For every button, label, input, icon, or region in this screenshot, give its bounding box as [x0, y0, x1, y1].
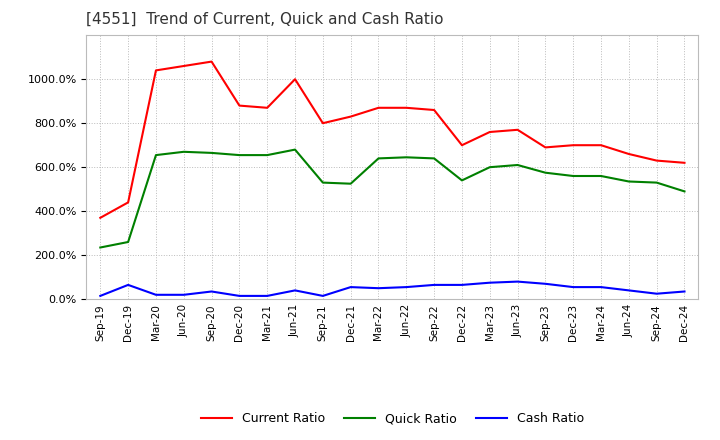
Cash Ratio — [152, 292, 161, 297]
Cash Ratio — [374, 286, 383, 291]
Current Ratio — [263, 105, 271, 110]
Current Ratio — [430, 107, 438, 113]
Cash Ratio — [569, 285, 577, 290]
Cash Ratio — [263, 293, 271, 299]
Quick Ratio — [152, 152, 161, 158]
Quick Ratio — [374, 156, 383, 161]
Cash Ratio — [235, 293, 243, 299]
Current Ratio — [402, 105, 410, 110]
Current Ratio — [291, 77, 300, 82]
Current Ratio — [124, 200, 132, 205]
Cash Ratio — [402, 285, 410, 290]
Quick Ratio — [96, 245, 104, 250]
Current Ratio — [318, 121, 327, 126]
Current Ratio — [597, 143, 606, 148]
Quick Ratio — [513, 162, 522, 168]
Quick Ratio — [541, 170, 550, 175]
Quick Ratio — [318, 180, 327, 185]
Line: Cash Ratio: Cash Ratio — [100, 282, 685, 296]
Current Ratio — [96, 215, 104, 220]
Quick Ratio — [458, 178, 467, 183]
Quick Ratio — [569, 173, 577, 179]
Quick Ratio — [263, 152, 271, 158]
Quick Ratio — [652, 180, 661, 185]
Current Ratio — [207, 59, 216, 64]
Cash Ratio — [179, 292, 188, 297]
Quick Ratio — [680, 189, 689, 194]
Quick Ratio — [346, 181, 355, 186]
Cash Ratio — [458, 282, 467, 288]
Quick Ratio — [485, 165, 494, 170]
Current Ratio — [652, 158, 661, 163]
Quick Ratio — [402, 154, 410, 160]
Quick Ratio — [597, 173, 606, 179]
Cash Ratio — [291, 288, 300, 293]
Cash Ratio — [207, 289, 216, 294]
Current Ratio — [624, 151, 633, 157]
Current Ratio — [179, 63, 188, 69]
Cash Ratio — [318, 293, 327, 299]
Current Ratio — [513, 127, 522, 132]
Quick Ratio — [124, 239, 132, 245]
Current Ratio — [541, 145, 550, 150]
Cash Ratio — [430, 282, 438, 288]
Quick Ratio — [430, 156, 438, 161]
Cash Ratio — [513, 279, 522, 284]
Line: Quick Ratio: Quick Ratio — [100, 150, 685, 247]
Line: Current Ratio: Current Ratio — [100, 62, 685, 218]
Cash Ratio — [124, 282, 132, 288]
Cash Ratio — [652, 291, 661, 297]
Current Ratio — [152, 68, 161, 73]
Quick Ratio — [235, 152, 243, 158]
Current Ratio — [346, 114, 355, 119]
Quick Ratio — [179, 149, 188, 154]
Quick Ratio — [291, 147, 300, 152]
Cash Ratio — [96, 293, 104, 299]
Quick Ratio — [207, 150, 216, 156]
Quick Ratio — [624, 179, 633, 184]
Cash Ratio — [597, 285, 606, 290]
Current Ratio — [458, 143, 467, 148]
Current Ratio — [485, 129, 494, 135]
Current Ratio — [374, 105, 383, 110]
Cash Ratio — [680, 289, 689, 294]
Current Ratio — [235, 103, 243, 108]
Current Ratio — [569, 143, 577, 148]
Cash Ratio — [624, 288, 633, 293]
Text: [4551]  Trend of Current, Quick and Cash Ratio: [4551] Trend of Current, Quick and Cash … — [86, 12, 444, 27]
Current Ratio — [680, 160, 689, 165]
Cash Ratio — [541, 281, 550, 286]
Cash Ratio — [346, 285, 355, 290]
Legend: Current Ratio, Quick Ratio, Cash Ratio: Current Ratio, Quick Ratio, Cash Ratio — [196, 407, 589, 430]
Cash Ratio — [485, 280, 494, 286]
